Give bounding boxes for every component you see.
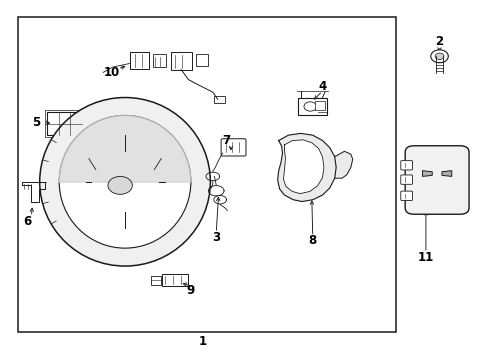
Bar	[122, 164, 136, 176]
Bar	[47, 112, 82, 135]
Text: 8: 8	[308, 234, 316, 247]
Ellipse shape	[59, 116, 190, 248]
Ellipse shape	[40, 98, 210, 266]
Text: 7: 7	[222, 134, 230, 147]
FancyBboxPatch shape	[400, 175, 412, 184]
Bar	[438, 185, 445, 189]
Polygon shape	[441, 171, 451, 176]
Text: 9: 9	[186, 284, 195, 297]
Text: 10: 10	[103, 66, 120, 79]
Bar	[101, 198, 125, 209]
Bar	[214, 96, 224, 103]
Bar	[135, 198, 147, 207]
Bar	[161, 274, 188, 286]
Circle shape	[434, 53, 443, 59]
Bar	[195, 54, 207, 66]
Circle shape	[108, 176, 132, 194]
Text: 3: 3	[212, 231, 220, 244]
FancyBboxPatch shape	[400, 191, 412, 201]
FancyBboxPatch shape	[405, 146, 468, 214]
Polygon shape	[277, 134, 335, 202]
FancyBboxPatch shape	[221, 139, 245, 156]
Polygon shape	[59, 116, 190, 182]
Polygon shape	[283, 140, 324, 194]
Bar	[427, 185, 434, 189]
Polygon shape	[334, 151, 352, 178]
Bar	[95, 165, 117, 179]
Bar	[298, 98, 327, 116]
Bar	[18, 17, 395, 332]
Circle shape	[430, 50, 447, 63]
Bar	[153, 54, 166, 67]
Circle shape	[304, 102, 316, 111]
FancyBboxPatch shape	[400, 161, 412, 170]
Polygon shape	[422, 171, 431, 176]
Text: 5: 5	[32, 116, 41, 129]
Text: 4: 4	[318, 80, 326, 93]
Bar	[171, 52, 191, 69]
Bar	[315, 101, 325, 110]
Text: 1: 1	[199, 335, 207, 348]
Text: 6: 6	[23, 215, 32, 228]
Bar	[151, 276, 160, 285]
Bar	[130, 51, 149, 69]
Text: 11: 11	[417, 251, 433, 264]
Text: 2: 2	[435, 35, 443, 49]
FancyBboxPatch shape	[88, 149, 161, 214]
Bar	[119, 204, 128, 211]
Bar	[44, 110, 84, 137]
